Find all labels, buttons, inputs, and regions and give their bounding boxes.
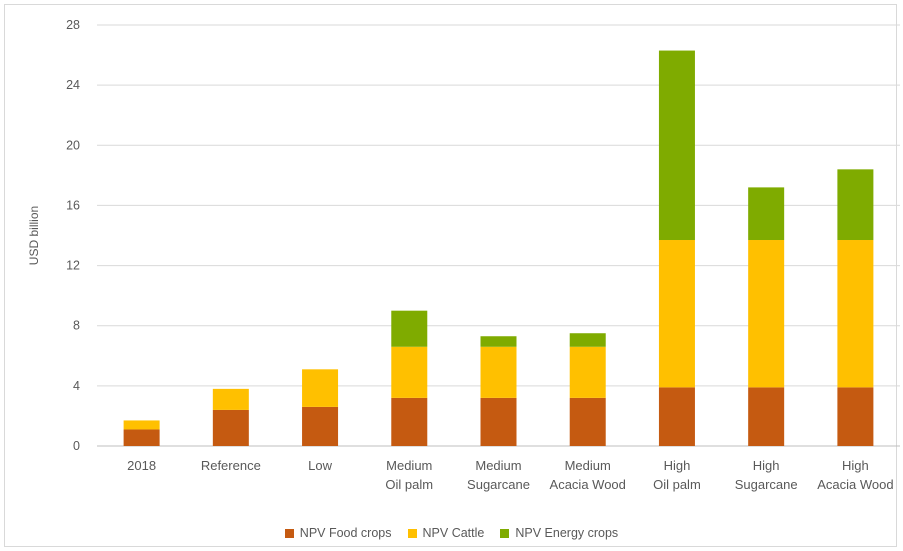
bar-segment bbox=[480, 346, 517, 398]
bar-segment bbox=[569, 346, 606, 398]
legend-label: NPV Cattle bbox=[422, 526, 485, 540]
x-tick-label: Acacia Wood bbox=[550, 477, 626, 492]
y-axis-ticks: 0 4 8 12 16 20 24 28 bbox=[66, 18, 80, 453]
x-tick-label: High bbox=[664, 458, 691, 473]
x-tick-label: Reference bbox=[201, 458, 261, 473]
x-tick-label: 2018 bbox=[127, 458, 156, 473]
bar-segment bbox=[748, 387, 785, 446]
legend-swatch bbox=[407, 528, 417, 538]
y-tick-label: 20 bbox=[66, 138, 80, 152]
bar-segment bbox=[480, 397, 517, 446]
legend: NPV Food crops NPV Cattle NPV Energy crops bbox=[0, 526, 903, 540]
x-tick-label: Sugarcane bbox=[467, 477, 530, 492]
x-tick-label: High bbox=[842, 458, 869, 473]
bar-segment bbox=[658, 240, 695, 388]
bar-segment bbox=[569, 333, 606, 347]
bar-segment bbox=[569, 397, 606, 446]
x-tick-label: High bbox=[753, 458, 780, 473]
bar-segment bbox=[837, 387, 874, 446]
bars bbox=[123, 50, 874, 446]
x-tick-label: Medium bbox=[386, 458, 432, 473]
legend-label: NPV Food crops bbox=[299, 526, 392, 540]
y-tick-label: 0 bbox=[73, 439, 80, 453]
y-tick-label: 24 bbox=[66, 78, 80, 92]
bar-segment bbox=[837, 169, 874, 241]
bar-segment bbox=[480, 336, 517, 347]
bar-segment bbox=[748, 240, 785, 388]
bar-segment bbox=[302, 369, 339, 407]
bar-segment bbox=[212, 409, 249, 446]
bar-segment bbox=[658, 387, 695, 446]
stacked-bar-chart: 0 4 8 12 16 20 24 28 2018 Reference Low Medium Oil … bbox=[27, 18, 900, 492]
x-tick-label: Medium bbox=[475, 458, 521, 473]
legend-swatch bbox=[500, 528, 510, 538]
x-tick-label: Low bbox=[308, 458, 332, 473]
x-tick-label: Oil palm bbox=[385, 477, 433, 492]
y-tick-label: 16 bbox=[66, 198, 80, 212]
y-tick-label: 28 bbox=[66, 18, 80, 32]
bar-segment bbox=[748, 187, 785, 241]
y-axis-label: USD billion bbox=[27, 206, 41, 265]
bar-segment bbox=[391, 310, 428, 347]
y-tick-label: 12 bbox=[66, 259, 80, 273]
bar-segment bbox=[123, 420, 160, 430]
bar-segment bbox=[391, 397, 428, 446]
bar-segment bbox=[391, 346, 428, 398]
legend-label: NPV Energy crops bbox=[515, 526, 619, 540]
x-tick-label: Acacia Wood bbox=[817, 477, 893, 492]
bar-segment bbox=[212, 388, 249, 410]
bar-segment bbox=[837, 240, 874, 388]
legend-item: NPV Cattle bbox=[407, 526, 485, 540]
x-tick-label: Medium bbox=[565, 458, 611, 473]
y-tick-label: 8 bbox=[73, 319, 80, 333]
y-tick-label: 4 bbox=[73, 379, 80, 393]
x-axis-ticks: 2018 Reference Low Medium Oil palm Medium Suga… bbox=[127, 458, 893, 492]
x-tick-label: Sugarcane bbox=[735, 477, 798, 492]
legend-swatch bbox=[284, 528, 294, 538]
bar-segment bbox=[302, 406, 339, 446]
bar-segment bbox=[658, 50, 695, 241]
bar-segment bbox=[123, 429, 160, 446]
legend-item: NPV Food crops bbox=[284, 526, 392, 540]
legend-item: NPV Energy crops bbox=[500, 526, 618, 540]
x-tick-label: Oil palm bbox=[653, 477, 701, 492]
